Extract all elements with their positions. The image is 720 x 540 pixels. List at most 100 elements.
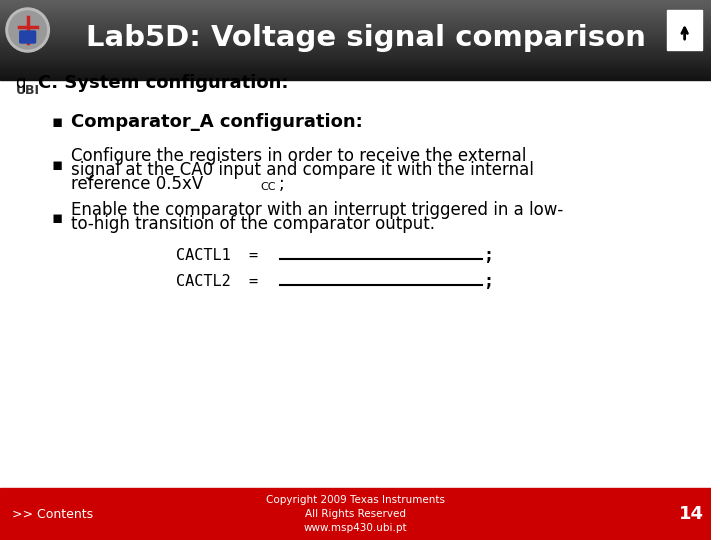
Bar: [0, 66, 711, 68]
Text: signal at the CA0 input and compare it with the internal: signal at the CA0 input and compare it w…: [71, 161, 534, 179]
Bar: [0, 64, 711, 65]
Bar: [0, 488, 711, 540]
Bar: [0, 65, 711, 67]
Bar: [0, 57, 711, 58]
Bar: [0, 57, 711, 59]
Bar: [0, 43, 711, 44]
Text: UBI: UBI: [16, 84, 40, 97]
Bar: [0, 36, 711, 37]
Bar: [0, 56, 711, 57]
Bar: [0, 16, 711, 17]
Bar: [0, 25, 711, 27]
Bar: [0, 18, 711, 20]
Bar: [0, 71, 711, 73]
Bar: [0, 35, 711, 36]
Bar: [0, 78, 711, 80]
Bar: [0, 2, 711, 3]
Bar: [0, 26, 711, 28]
Bar: [0, 11, 711, 13]
Bar: [0, 68, 711, 69]
Bar: [0, 62, 711, 63]
Text: Configure the registers in order to receive the external: Configure the registers in order to rece…: [71, 147, 526, 165]
Text: Lab5D: Voltage signal comparison: Lab5D: Voltage signal comparison: [86, 24, 645, 52]
Text: Copyright 2009 Texas Instruments
All Rights Reserved
www.msp430.ubi.pt: Copyright 2009 Texas Instruments All Rig…: [266, 495, 445, 533]
Bar: [0, 63, 711, 64]
Bar: [0, 24, 711, 26]
Text: Enable the comparator with an interrupt triggered in a low-: Enable the comparator with an interrupt …: [71, 201, 563, 219]
Bar: [0, 70, 711, 71]
Bar: [0, 71, 711, 72]
Bar: [0, 69, 711, 70]
Text: reference 0.5xV: reference 0.5xV: [71, 175, 203, 193]
Text: ▪: ▪: [51, 156, 63, 174]
Bar: [0, 1, 711, 2]
Bar: [0, 33, 711, 35]
Text: ;: ;: [279, 175, 284, 193]
Bar: [0, 59, 711, 61]
Bar: [0, 39, 711, 41]
Bar: [0, 30, 711, 32]
Bar: [0, 80, 711, 490]
Text: 14: 14: [679, 505, 704, 523]
Bar: [0, 10, 711, 12]
Bar: [0, 3, 711, 5]
Bar: [0, 60, 711, 62]
Bar: [0, 24, 711, 25]
Bar: [0, 21, 711, 22]
Bar: [0, 10, 711, 11]
Bar: [0, 23, 711, 24]
Bar: [0, 8, 711, 9]
Bar: [0, 44, 711, 46]
Bar: [0, 48, 711, 49]
Bar: [0, 55, 711, 56]
Bar: [0, 42, 711, 43]
Bar: [0, 22, 711, 23]
Bar: [0, 12, 711, 14]
Bar: [0, 72, 711, 74]
Bar: [0, 31, 711, 33]
Bar: [0, 76, 711, 77]
Bar: [0, 28, 711, 29]
Bar: [0, 32, 711, 34]
Bar: [0, 14, 711, 15]
Text: CACTL2  =: CACTL2 =: [176, 274, 258, 289]
Bar: [0, 77, 711, 78]
Bar: [0, 50, 711, 51]
Circle shape: [6, 8, 50, 52]
Bar: [0, 52, 711, 54]
Text: Comparator_A configuration:: Comparator_A configuration:: [71, 113, 363, 131]
Circle shape: [9, 11, 46, 49]
Bar: [0, 0, 711, 1]
Bar: [0, 4, 711, 6]
Bar: [0, 75, 711, 76]
Bar: [0, 5, 711, 7]
FancyBboxPatch shape: [19, 31, 35, 43]
Bar: [0, 49, 711, 50]
Bar: [0, 15, 711, 16]
Bar: [0, 3, 711, 4]
Bar: [0, 51, 711, 52]
Bar: [0, 73, 711, 75]
Text: q: q: [15, 74, 25, 92]
Bar: [0, 53, 711, 55]
Bar: [0, 6, 711, 8]
Bar: [0, 19, 711, 21]
Bar: [0, 30, 711, 31]
Bar: [0, 9, 711, 10]
Bar: [0, 29, 711, 30]
Bar: [667, 10, 703, 50]
Bar: [0, 51, 711, 53]
Bar: [0, 17, 711, 19]
Bar: [0, 37, 711, 38]
Text: >> Contents: >> Contents: [12, 508, 93, 521]
Text: to-high transition of the comparator output.: to-high transition of the comparator out…: [71, 215, 435, 233]
Bar: [0, 45, 711, 47]
Text: ;: ;: [484, 247, 494, 265]
Text: CACTL1  =: CACTL1 =: [176, 248, 258, 264]
Text: CC: CC: [261, 182, 276, 192]
Bar: [0, 40, 711, 42]
Bar: [0, 64, 711, 66]
Text: C. System configuration:: C. System configuration:: [37, 74, 288, 92]
Text: ;: ;: [484, 273, 494, 291]
Bar: [0, 17, 711, 18]
